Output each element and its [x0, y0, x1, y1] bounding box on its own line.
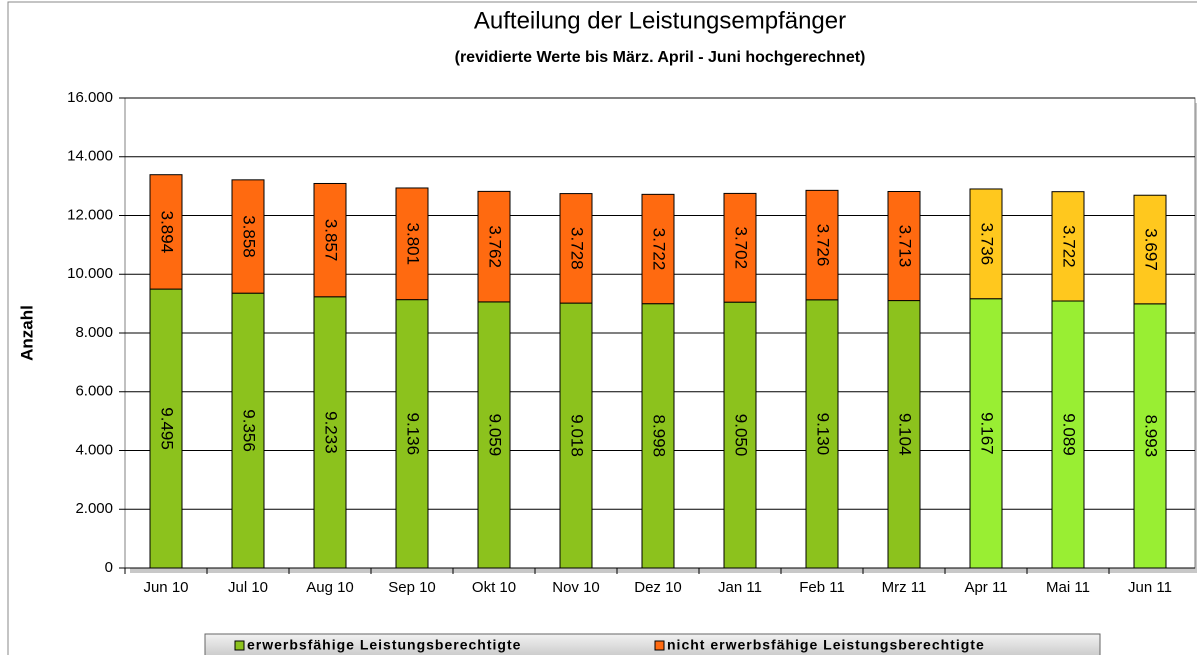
- bar-segment: [805, 299, 839, 569]
- bar-segment: [1133, 194, 1167, 305]
- data-label: 9.104: [896, 413, 915, 456]
- data-label: 9.167: [978, 412, 997, 455]
- bar-segment: [723, 301, 757, 569]
- data-label: 3.858: [240, 215, 259, 258]
- y-tick-label: 0: [105, 559, 113, 576]
- legend: [204, 633, 1101, 655]
- y-tick-label: 10.000: [67, 265, 113, 282]
- bar-segment: [969, 298, 1003, 569]
- data-label: 3.736: [978, 223, 997, 266]
- data-label: 3.713: [896, 225, 915, 268]
- bar-segment: [477, 190, 511, 303]
- x-tick-label: Mrz 11: [882, 579, 927, 596]
- y-tick-label: 14.000: [67, 148, 113, 165]
- bar-segment: [395, 187, 429, 301]
- y-tick-label: 16.000: [67, 89, 113, 106]
- x-tick-label: Aug 10: [306, 579, 354, 596]
- data-label: 9.059: [486, 414, 505, 457]
- bar-segment: [723, 192, 757, 303]
- data-label: 3.894: [158, 211, 177, 254]
- bar-segment: [1051, 191, 1085, 302]
- data-label: 9.018: [568, 414, 587, 457]
- bar-segment: [641, 193, 675, 305]
- legend-swatch: [654, 640, 665, 651]
- y-tick-label: 4.000: [75, 441, 113, 458]
- legend-label: nicht erwerbsfähige Leistungsberechtigte: [667, 637, 985, 653]
- bar-segment: [231, 292, 265, 569]
- chart-title: Aufteilung der Leistungsempfänger: [474, 7, 846, 34]
- bar-segment: [559, 302, 593, 569]
- bar-segment: [559, 193, 593, 304]
- data-label: 3.722: [650, 228, 669, 271]
- bar-segment: [231, 179, 265, 294]
- data-label: 9.050: [732, 414, 751, 457]
- data-label: 3.722: [1060, 225, 1079, 268]
- y-tick-label: 2.000: [75, 500, 113, 517]
- x-tick-label: Jan 11: [718, 579, 762, 596]
- x-tick-label: Nov 10: [552, 579, 600, 596]
- y-axis-label: Anzahl: [17, 305, 36, 361]
- legend-swatch: [234, 640, 245, 651]
- bar-segment: [969, 188, 1003, 300]
- bar-segment: [395, 299, 429, 569]
- chart-subtitle: (revidierte Werte bis März. April - Juni…: [455, 49, 866, 66]
- x-tick-label: Apr 11: [964, 579, 1007, 596]
- x-tick-label: Jun 11: [1128, 579, 1172, 596]
- data-label: 3.702: [732, 227, 751, 270]
- data-label: 9.130: [814, 413, 833, 456]
- x-tick-label: Jul 10: [228, 579, 268, 596]
- data-label: 3.857: [322, 219, 341, 262]
- bar-segment: [313, 182, 347, 298]
- data-label: 3.762: [486, 225, 505, 268]
- x-tick-label: Feb 11: [799, 579, 845, 596]
- data-label: 9.233: [322, 411, 341, 454]
- data-label: 8.993: [1142, 415, 1161, 458]
- y-tick-label: 12.000: [67, 206, 113, 223]
- bar-segment: [805, 189, 839, 301]
- y-tick-label: 8.000: [75, 324, 113, 341]
- data-label: 9.356: [240, 409, 259, 452]
- legend-label: erwerbsfähige Leistungsberechtigte: [247, 637, 521, 653]
- bar-segment: [1051, 300, 1085, 569]
- data-label: 3.697: [1142, 228, 1161, 271]
- y-tick-label: 6.000: [75, 383, 113, 400]
- bar-segment: [641, 303, 675, 569]
- bar-segment: [887, 191, 921, 302]
- data-label: 8.998: [650, 415, 669, 458]
- data-label: 3.728: [568, 227, 587, 270]
- data-label: 3.726: [814, 224, 833, 267]
- x-tick-label: Jun 10: [143, 579, 188, 596]
- data-label: 3.801: [404, 223, 423, 266]
- data-label: 9.136: [404, 413, 423, 456]
- x-tick-label: Okt 10: [472, 579, 516, 596]
- bar-segment: [313, 296, 347, 569]
- bar-segment: [477, 301, 511, 569]
- data-label: 9.089: [1060, 413, 1079, 456]
- x-tick-label: Sep 10: [388, 579, 436, 596]
- bar-segment: [149, 174, 183, 290]
- x-tick-label: Dez 10: [634, 579, 682, 596]
- x-tick-label: Mai 11: [1046, 579, 1090, 596]
- data-label: 9.495: [158, 407, 177, 450]
